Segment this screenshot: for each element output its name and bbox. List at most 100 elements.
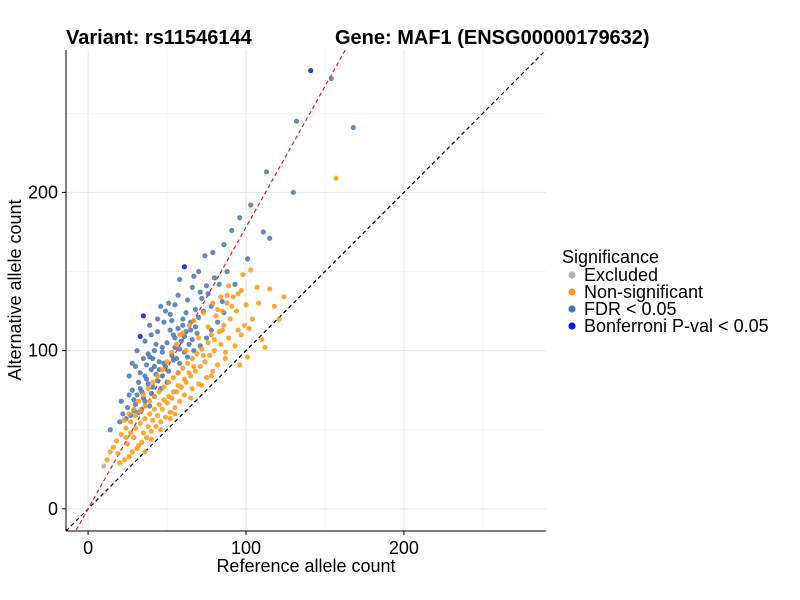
- data-point: [260, 229, 266, 235]
- data-point: [232, 281, 238, 287]
- data-point: [203, 374, 210, 381]
- data-point: [175, 382, 181, 389]
- legend-label-non-significant: Non-significant: [584, 282, 703, 302]
- data-point: [154, 373, 161, 379]
- data-point: [148, 332, 154, 338]
- data-point: [308, 67, 314, 74]
- data-point: [211, 336, 218, 343]
- data-point: [214, 306, 221, 313]
- data-point: [186, 341, 192, 347]
- data-point: [233, 308, 240, 314]
- data-point: [191, 363, 197, 370]
- data-point: [156, 389, 162, 395]
- data-point: [192, 306, 199, 313]
- legend-label-excluded: Excluded: [584, 265, 658, 285]
- legend-label-bonferroni: Bonferroni P-val < 0.05: [584, 316, 769, 336]
- data-point: [166, 368, 172, 374]
- data-point: [203, 335, 210, 341]
- data-point: [181, 392, 188, 398]
- data-point: [218, 294, 224, 300]
- data-point: [159, 373, 165, 379]
- data-point: [267, 235, 273, 241]
- data-point: [167, 409, 173, 415]
- data-point: [221, 322, 227, 328]
- legend: Significance Excluded Non-significant FD…: [562, 247, 769, 336]
- data-point: [151, 406, 158, 412]
- data-point: [238, 287, 244, 294]
- data-point: [166, 379, 172, 385]
- data-point: [136, 442, 142, 449]
- data-point: [101, 463, 107, 469]
- data-point: [147, 411, 153, 417]
- data-point: [259, 336, 265, 343]
- data-point: [183, 348, 189, 354]
- data-point: [281, 294, 287, 300]
- data-point: [213, 313, 219, 319]
- data-point: [208, 332, 214, 338]
- data-point: [276, 316, 282, 322]
- data-point: [230, 294, 236, 300]
- data-point: [235, 327, 241, 333]
- data-point: [226, 283, 232, 289]
- data-point: [199, 295, 205, 302]
- legend-title: Significance: [562, 247, 659, 267]
- data-point: [167, 327, 173, 333]
- data-point: [226, 335, 232, 341]
- data-point: [175, 292, 181, 298]
- data-point: [224, 300, 230, 306]
- data-point: [189, 284, 195, 290]
- data-point: [154, 316, 161, 322]
- data-point: [229, 303, 235, 309]
- data-point: [117, 419, 123, 425]
- data-point: [104, 457, 110, 463]
- data-point: [183, 310, 189, 316]
- data-point: [147, 398, 153, 404]
- data-point: [197, 363, 203, 370]
- data-point: [222, 349, 229, 355]
- data-point: [210, 300, 216, 306]
- data-point: [164, 400, 170, 406]
- legend-key-bonferroni: [568, 322, 576, 330]
- data-point: [121, 457, 128, 463]
- data-point: [124, 441, 131, 447]
- data-point: [159, 367, 165, 373]
- data-point: [172, 411, 178, 417]
- data-point: [214, 319, 221, 325]
- data-point: [194, 351, 200, 357]
- data-point: [244, 354, 251, 360]
- data-point: [232, 343, 238, 349]
- data-point: [170, 357, 176, 363]
- data-point: [128, 419, 134, 425]
- data-point: [267, 286, 273, 292]
- data-point: [170, 374, 176, 381]
- data-point: [207, 352, 213, 358]
- data-point: [170, 332, 176, 338]
- data-point: [249, 316, 255, 322]
- data-point: [254, 284, 260, 290]
- data-point: [200, 352, 206, 358]
- data-point: [238, 332, 244, 338]
- data-point: [167, 416, 173, 422]
- grid-lines: [66, 50, 546, 531]
- data-point: [208, 327, 214, 333]
- data-point: [166, 300, 172, 306]
- data-point: [219, 327, 225, 333]
- data-point: [350, 124, 356, 131]
- x-tick-label: 100: [231, 538, 261, 558]
- data-point: [129, 449, 135, 455]
- data-point: [177, 346, 183, 352]
- data-point: [140, 392, 146, 398]
- data-points: [101, 67, 356, 469]
- data-point: [166, 393, 172, 400]
- data-point: [222, 355, 229, 362]
- data-point: [131, 397, 137, 403]
- data-point: [132, 425, 139, 431]
- data-point: [158, 303, 164, 309]
- data-point: [196, 335, 202, 341]
- x-tick-label: 200: [389, 538, 419, 558]
- data-point: [197, 289, 203, 295]
- data-point: [210, 368, 216, 374]
- data-point: [169, 317, 175, 324]
- x-axis-ticks: 0 100 200: [83, 531, 419, 558]
- data-point: [129, 387, 135, 393]
